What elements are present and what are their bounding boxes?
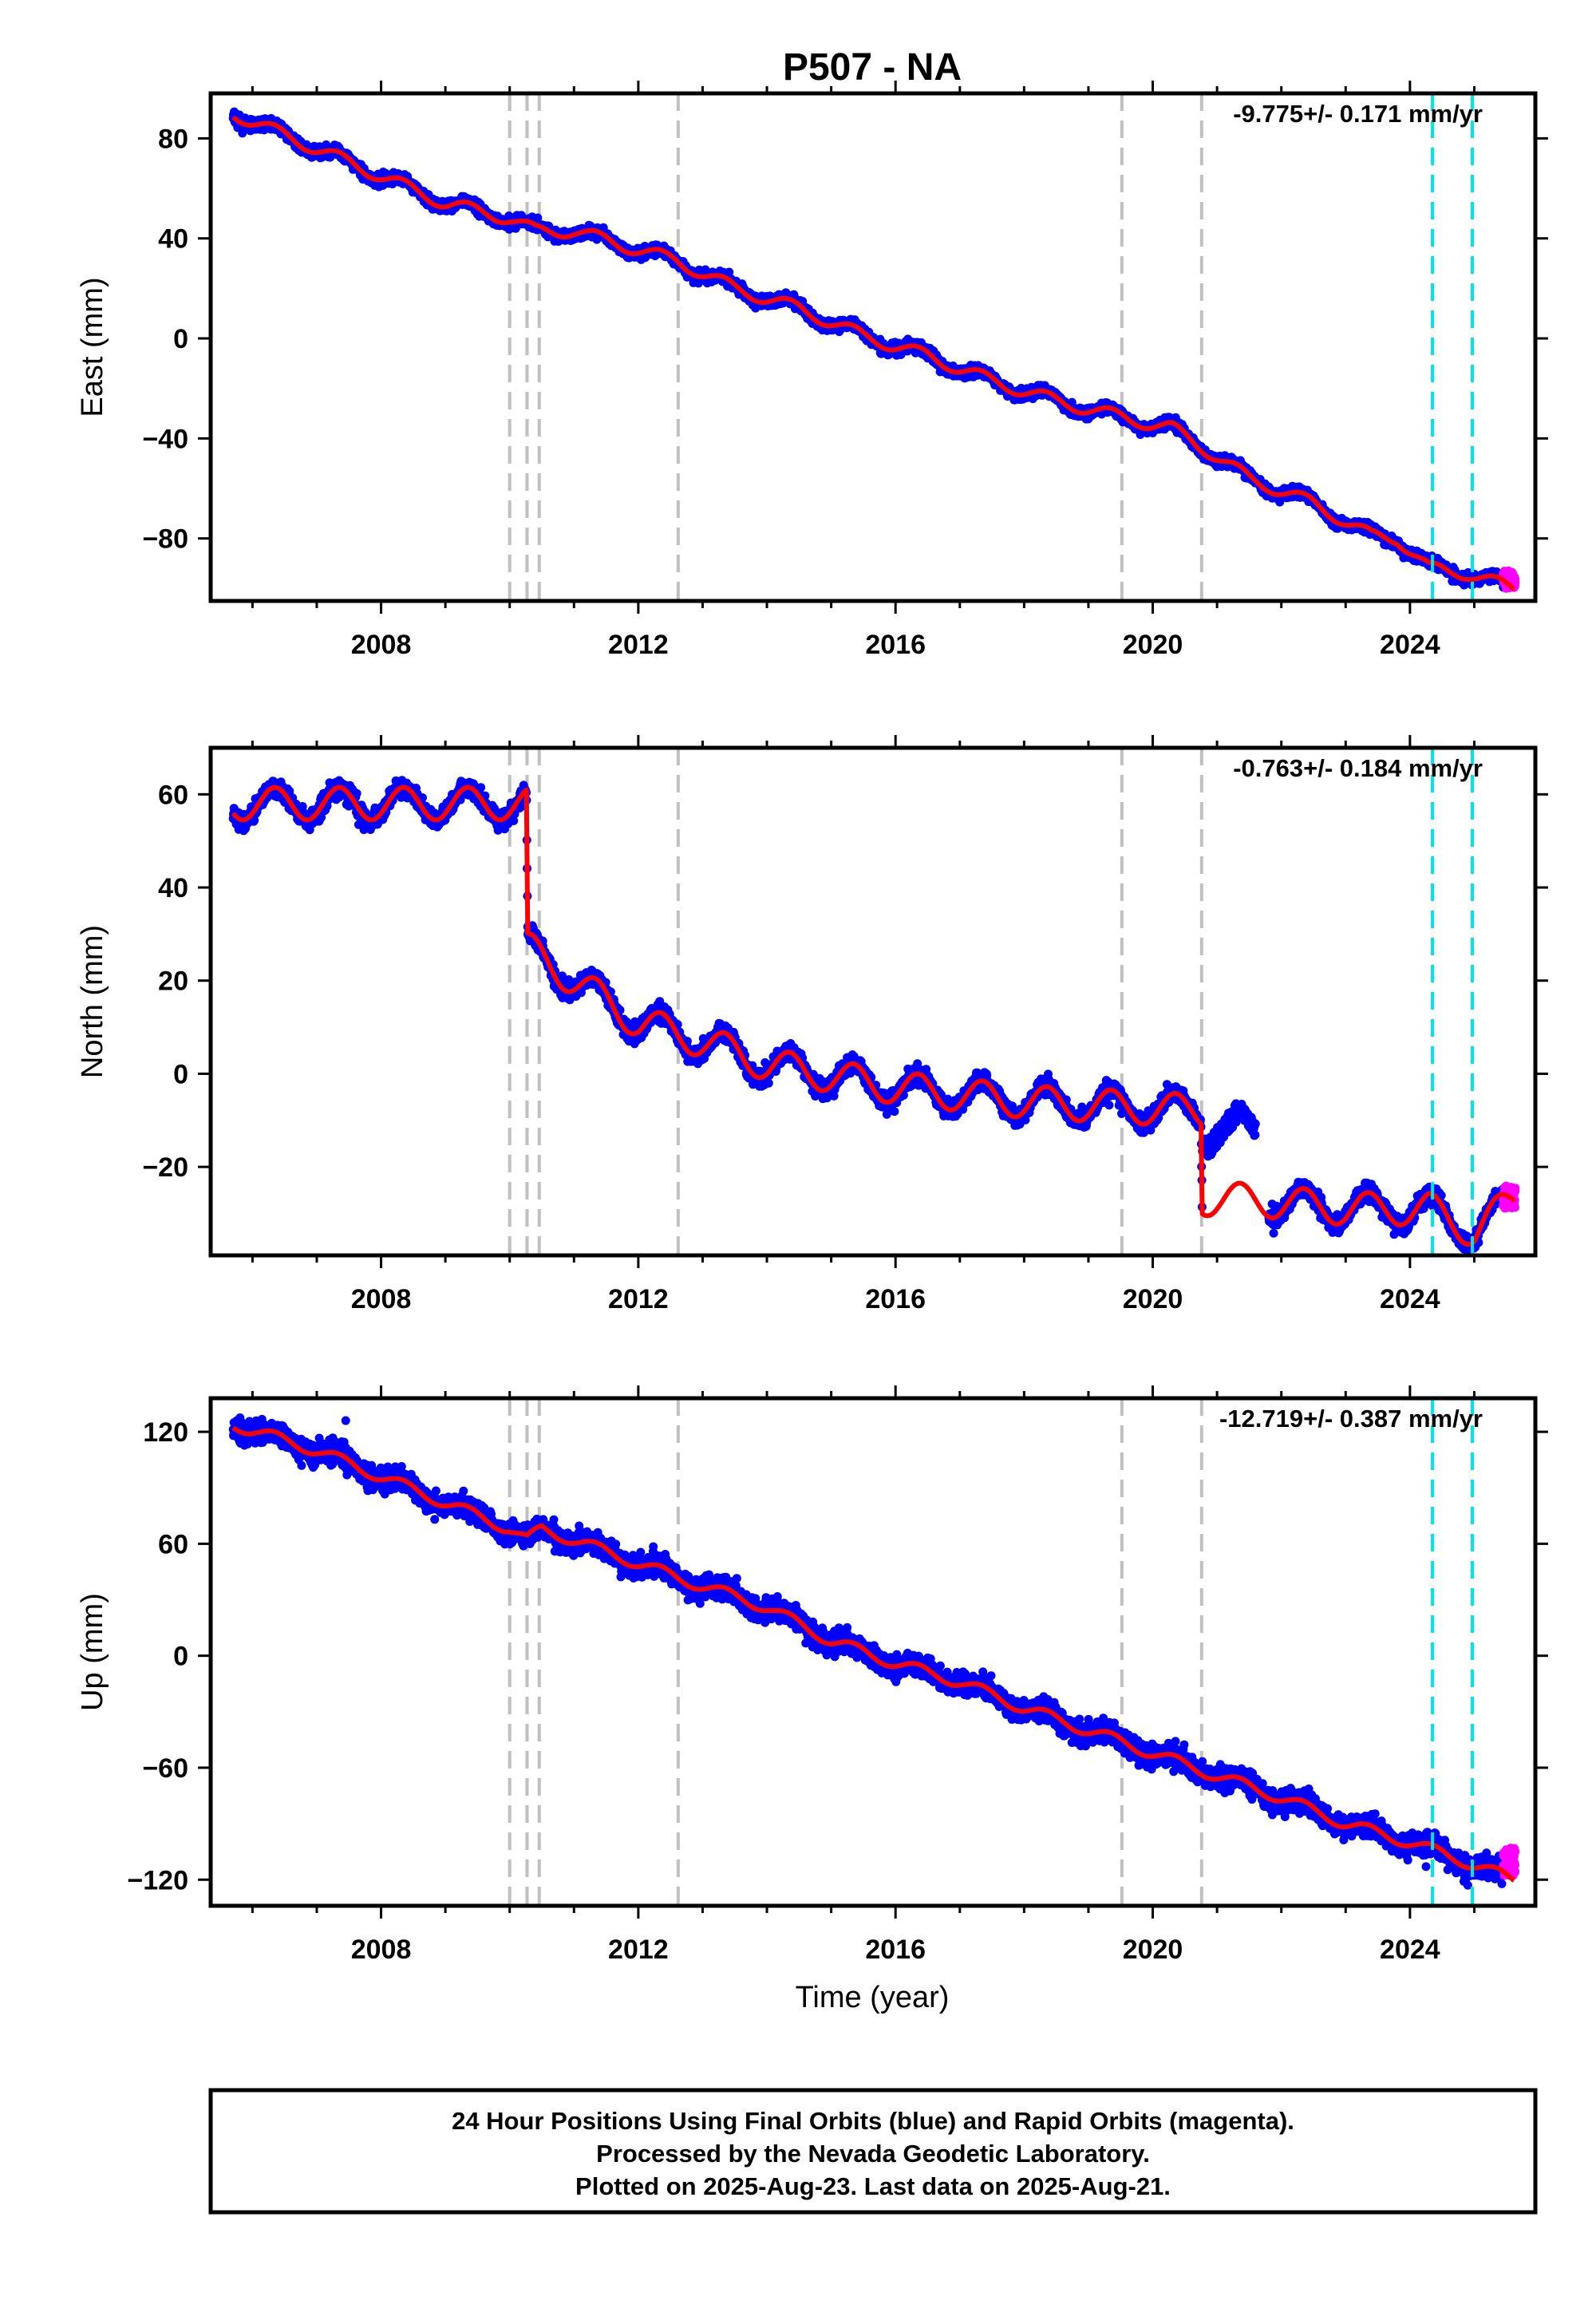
y-tick-label: 0 bbox=[173, 324, 188, 354]
panels: 2008 2012 2016 2020 2024 −80 −40 0 40 80 East (mm)… bbox=[76, 81, 1548, 1965]
x-tick-label: 2008 bbox=[351, 630, 412, 660]
panel-plot-area bbox=[228, 93, 1520, 601]
panel-east: 2008 2012 2016 2020 2024 −80 −40 0 40 80 East (mm)… bbox=[76, 81, 1548, 660]
rate-label: -9.775+/- 0.171 mm/yr bbox=[1233, 100, 1483, 128]
final-orbit-series bbox=[228, 776, 1508, 1255]
x-tick-label: 2024 bbox=[1380, 630, 1440, 660]
x-tick-label: 2020 bbox=[1123, 630, 1183, 660]
x-tick-label: 2016 bbox=[865, 630, 926, 660]
final-orbit-series bbox=[228, 107, 1508, 592]
y-tick-label: −40 bbox=[142, 424, 188, 454]
x-tick-label: 2012 bbox=[608, 630, 669, 660]
panel-plot-area bbox=[228, 748, 1520, 1255]
y-tick-label: 40 bbox=[158, 224, 188, 255]
y-tick-label: −80 bbox=[142, 524, 188, 555]
y-axis-label: East (mm) bbox=[76, 277, 109, 417]
chart-title: P507 - NA bbox=[783, 46, 962, 89]
y-tick-label: 80 bbox=[158, 124, 188, 154]
